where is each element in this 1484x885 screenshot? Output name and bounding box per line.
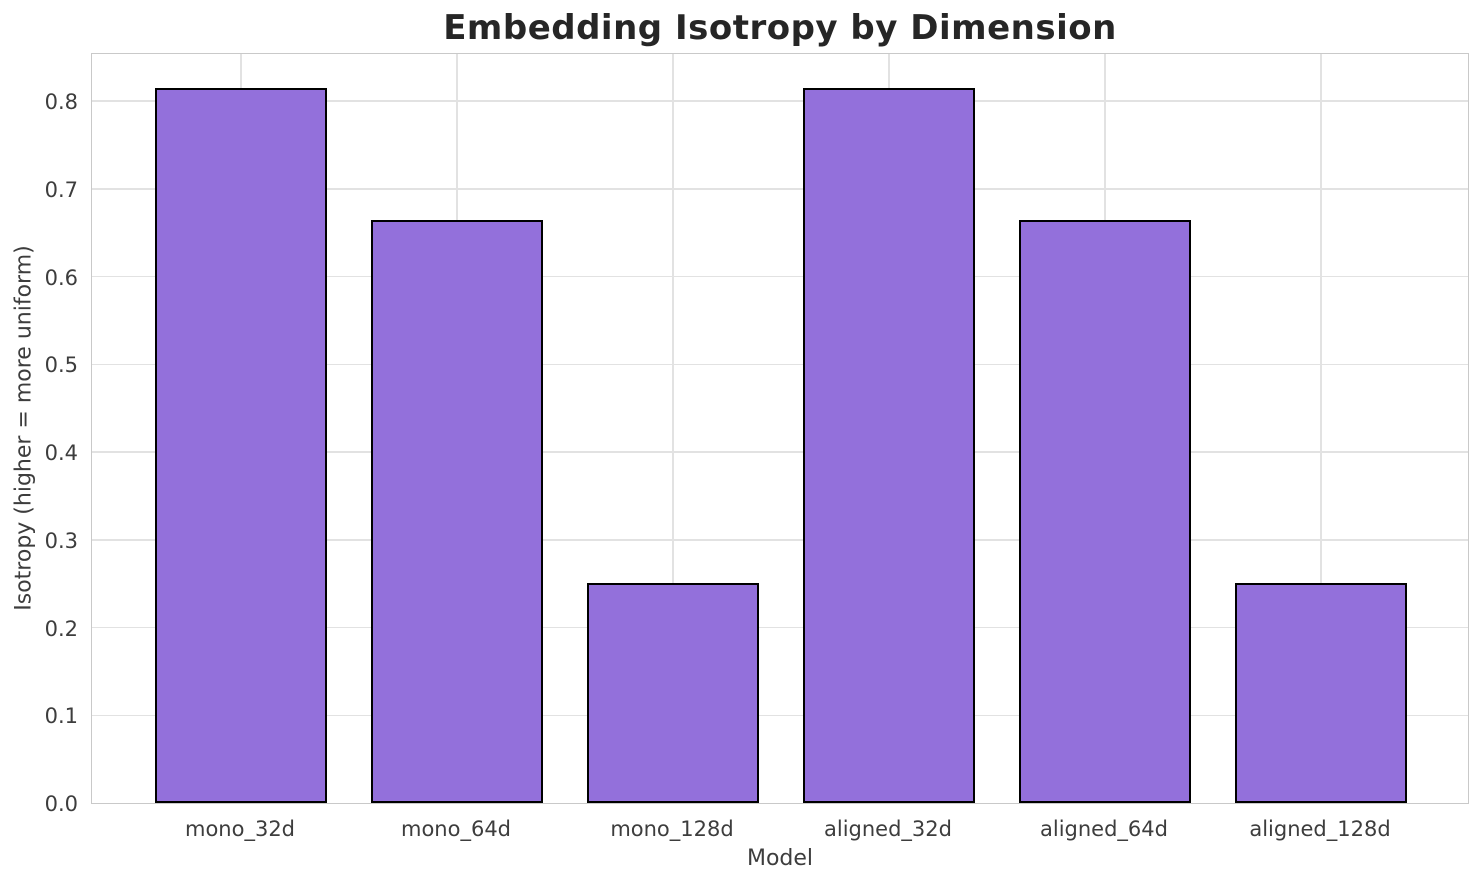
horizontal-gridline bbox=[92, 363, 1468, 366]
y-tick-label: 0.3 bbox=[44, 528, 78, 553]
y-tick-label: 0.1 bbox=[44, 704, 78, 729]
x-tick-label-mono_64d: mono_64d bbox=[400, 817, 512, 841]
y-tick-label: 0.8 bbox=[44, 90, 78, 115]
bar-aligned_32d bbox=[802, 87, 976, 803]
x-tick-label-mono_32d: mono_32d bbox=[184, 817, 296, 841]
y-tick-label: 0.6 bbox=[44, 265, 78, 290]
horizontal-gridline bbox=[92, 714, 1468, 717]
y-tick-label: 0.7 bbox=[44, 177, 78, 202]
horizontal-gridline bbox=[92, 626, 1468, 629]
x-tick-label-mono_128d: mono_128d bbox=[610, 817, 734, 841]
bar-mono_128d bbox=[586, 582, 760, 803]
horizontal-gridline bbox=[92, 275, 1468, 278]
chart-title: Embedding Isotropy by Dimension bbox=[443, 8, 1117, 48]
vertical-gridline bbox=[1320, 54, 1322, 803]
y-tick-label: 0.5 bbox=[44, 353, 78, 378]
y-tick-label: 0.0 bbox=[44, 792, 78, 816]
bar-aligned_64d bbox=[1018, 220, 1192, 803]
horizontal-gridline bbox=[92, 100, 1468, 102]
plot-area bbox=[91, 53, 1469, 804]
x-tick-label-aligned_128d: aligned_128d bbox=[1249, 817, 1391, 841]
horizontal-gridline bbox=[92, 451, 1468, 453]
vertical-gridline bbox=[672, 54, 674, 803]
bar-aligned_128d bbox=[1234, 582, 1408, 803]
bar-mono_64d bbox=[370, 220, 544, 803]
y-tick-label: 0.4 bbox=[44, 441, 78, 466]
horizontal-gridline bbox=[92, 539, 1468, 541]
y-tick-label: 0.2 bbox=[44, 616, 78, 641]
bar-mono_32d bbox=[154, 87, 328, 803]
horizontal-gridline bbox=[92, 188, 1468, 190]
x-tick-label-aligned_32d: aligned_32d bbox=[824, 817, 952, 841]
x-axis-label: Model bbox=[746, 846, 814, 871]
x-tick-label-aligned_64d: aligned_64d bbox=[1040, 817, 1168, 841]
y-axis-label: Isotropy (higher = more uniform) bbox=[11, 245, 37, 611]
